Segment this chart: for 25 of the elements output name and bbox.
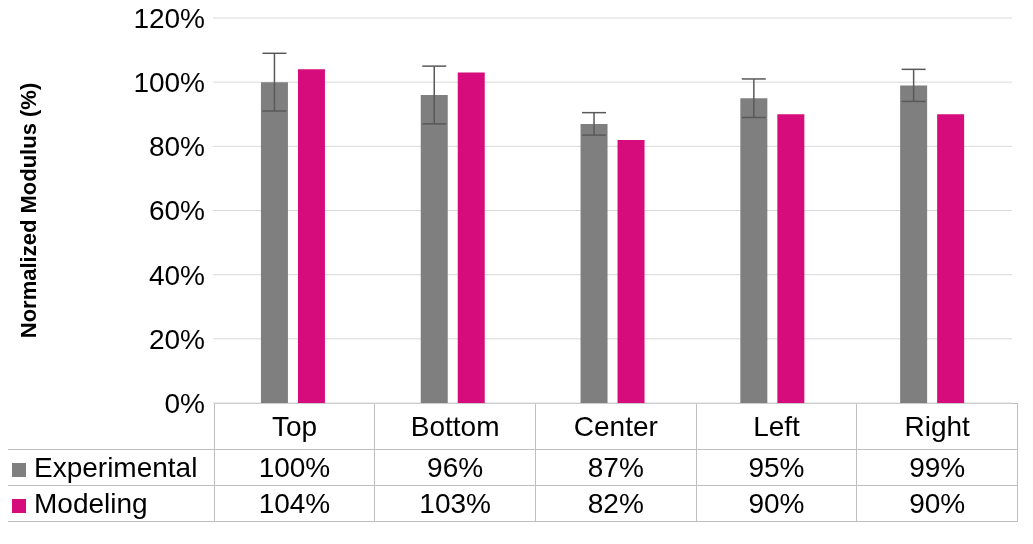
y-tick-label: 80% xyxy=(148,131,205,163)
y-tick-label: 0% xyxy=(164,387,205,419)
y-tick-label: 20% xyxy=(148,323,205,355)
data-label: 95% xyxy=(696,449,857,486)
data-label: 103% xyxy=(374,485,536,522)
legend-label: Experimental xyxy=(8,449,215,486)
data-label: 82% xyxy=(535,485,697,522)
data-label: 96% xyxy=(374,449,536,486)
data-label: 90% xyxy=(856,485,1018,522)
y-axis-title: Normalized Modulus (%) xyxy=(15,82,41,339)
data-label: 99% xyxy=(856,449,1018,486)
y-tick-label: 60% xyxy=(148,195,205,227)
x-tick-label: Center xyxy=(535,403,697,450)
x-tick-label: Right xyxy=(856,403,1018,450)
x-tick-label: Top xyxy=(214,403,375,450)
y-tick-label: 120% xyxy=(133,2,205,34)
legend-label: Modeling xyxy=(8,485,215,522)
data-label: 87% xyxy=(535,449,697,486)
y-tick-label: 100% xyxy=(133,67,205,99)
y-tick-label: 40% xyxy=(148,259,205,291)
x-tick-label: Left xyxy=(696,403,857,450)
data-label: 100% xyxy=(214,449,375,486)
x-tick-label: Bottom xyxy=(374,403,536,450)
data-label: 104% xyxy=(214,485,375,522)
data-label: 90% xyxy=(696,485,857,522)
